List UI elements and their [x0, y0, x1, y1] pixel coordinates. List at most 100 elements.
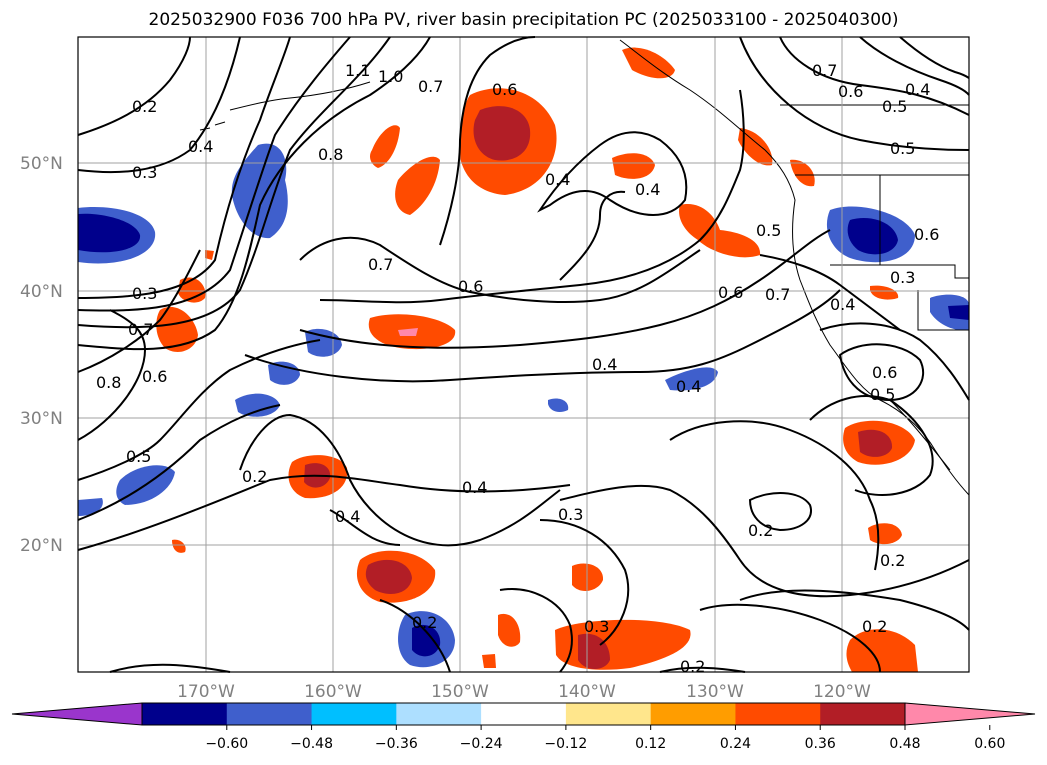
precip-blob: [790, 159, 815, 187]
precip-blob: [622, 47, 675, 79]
contour-label: 0.2: [132, 97, 157, 116]
contour-label: 0.4: [830, 295, 855, 314]
colorbar-segment: [820, 703, 906, 725]
precip-blob: [548, 398, 569, 412]
colorbar-segment: [650, 703, 736, 725]
longitude-labels: 170°W 160°W 150°W 140°W 130°W 120°W: [177, 682, 871, 702]
lon-label: 170°W: [177, 682, 235, 702]
lon-label: 130°W: [686, 682, 744, 702]
colorbar-tick-label: −0.24: [460, 736, 503, 752]
colorbar-extend-min: [11, 702, 143, 726]
precip-blob: [846, 629, 918, 672]
contour-label: 0.3: [558, 505, 583, 524]
precip-blob: [847, 218, 898, 255]
contour-label: 0.5: [756, 221, 781, 240]
colorbar-frame: [141, 702, 906, 726]
colorbar-tick-label: −0.60: [205, 736, 248, 752]
latitude-labels: 50°N 40°N 30°N 20°N: [20, 154, 63, 556]
contour-label: 0.3: [890, 268, 915, 287]
colorbar-tick-label: 0.48: [889, 736, 920, 752]
contour-label: 0.4: [676, 377, 701, 396]
precip-blob: [412, 624, 441, 657]
precip-blob: [205, 250, 214, 260]
contour-label: 0.2: [412, 613, 437, 632]
precip-blob: [868, 523, 902, 545]
contour-label: 0.2: [862, 617, 887, 636]
contour-label: 0.7: [765, 285, 790, 304]
precip-blob: [78, 213, 141, 253]
lon-label: 150°W: [431, 682, 489, 702]
contour-label: 0.7: [368, 255, 393, 274]
precip-blob: [231, 143, 288, 239]
precip-blob: [172, 539, 186, 553]
contour-label: 0.2: [242, 467, 267, 486]
map-frame: [77, 36, 970, 673]
precip-blob: [235, 393, 280, 417]
precip-blob: [738, 128, 773, 166]
colorbar: −0.60 −0.48 −0.36 −0.24 −0.12 0.12 0.24 0.36 0.4…: [11, 702, 1036, 752]
contour-label: 0.6: [718, 283, 743, 302]
colorbar-segment: [226, 703, 313, 725]
contour-label: 1.0: [378, 67, 403, 86]
contour-label: 0.6: [142, 367, 167, 386]
contour-label: 0.7: [812, 61, 837, 80]
precip-blob: [612, 153, 655, 179]
contour-label: 0.5: [126, 447, 151, 466]
precip-blob: [398, 328, 418, 336]
precip-blob: [365, 559, 412, 594]
colorbar-segment: [565, 703, 652, 725]
contour-label: 0.4: [545, 170, 570, 189]
contour-label: 0.6: [872, 363, 897, 382]
colorbar-extend-max: [904, 702, 1036, 726]
precip-blob: [858, 429, 893, 457]
colorbar-segment: [142, 703, 228, 725]
contour-label: 0.5: [882, 97, 907, 116]
precip-blob: [679, 204, 761, 258]
pv-contours: [77, 36, 970, 673]
contour-label: 0.3: [132, 163, 157, 182]
precip-blob: [482, 654, 496, 668]
contour-label: 0.2: [680, 657, 705, 676]
precip-blob: [473, 106, 531, 161]
lon-label: 160°W: [304, 682, 362, 702]
colorbar-tick-label: 0.12: [635, 736, 666, 752]
contour-label: 0.6: [914, 225, 939, 244]
precip-blob: [870, 285, 899, 300]
colorbar-segment: [396, 703, 482, 725]
lon-label: 140°W: [558, 682, 616, 702]
precip-blob: [370, 125, 400, 168]
contour-label: 0.2: [748, 521, 773, 540]
contour-labels: 0.2 0.3 0.4 1.0 1.1 0.7 0.6 0.7 0.6 0.5 …: [96, 61, 939, 676]
contour-label: 0.4: [335, 507, 360, 526]
contour-label: 0.6: [458, 277, 483, 296]
lon-label: 120°W: [813, 682, 871, 702]
lat-label: 30°N: [20, 409, 63, 429]
precip-blob: [268, 361, 300, 385]
contour-label: 0.5: [870, 385, 895, 404]
precip-blob: [948, 305, 969, 320]
contour-label: 0.4: [462, 478, 487, 497]
colorbar-segment: [311, 703, 397, 725]
contour-label: 0.3: [132, 284, 157, 303]
contour-label: 0.7: [418, 77, 443, 96]
contour-label: 0.5: [890, 139, 915, 158]
contour-label: 0.4: [905, 80, 930, 99]
contour-label: 0.8: [318, 145, 343, 164]
colorbar-tick-label: −0.48: [290, 736, 333, 752]
contour-label: 0.2: [880, 551, 905, 570]
contour-label: 0.8: [96, 373, 121, 392]
coastlines: [199, 39, 970, 496]
contour-label: 0.4: [592, 355, 617, 374]
lat-label: 40°N: [20, 282, 63, 302]
contour-label: 0.7: [128, 320, 153, 339]
map-panel: 0.2 0.3 0.4 1.0 1.1 0.7 0.6 0.7 0.6 0.5 …: [77, 36, 970, 676]
contour-label: 1.1: [345, 61, 370, 80]
precip-blob: [572, 563, 604, 592]
precip-blob: [665, 367, 718, 391]
contour-label: 0.4: [635, 180, 660, 199]
colorbar-segment: [481, 703, 567, 725]
precip-blob: [498, 613, 521, 647]
colorbar-tick-label: −0.36: [375, 736, 418, 752]
lat-label: 50°N: [20, 154, 63, 174]
